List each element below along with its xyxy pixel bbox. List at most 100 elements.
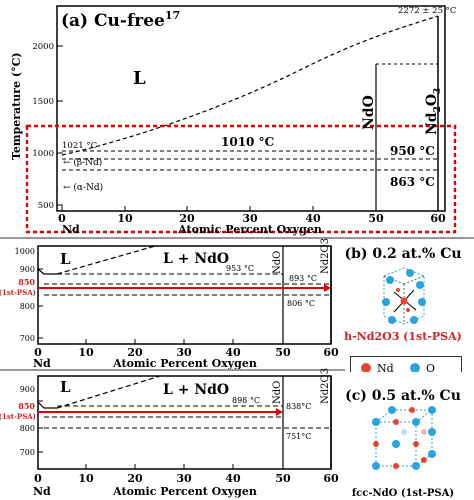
panel-b-ndo-label: NdO [272,251,283,274]
panel-a-x-tick-labels: 0 10 20 30 40 50 60 [58,212,446,225]
panel-a-y-ticks [57,45,63,206]
o-atom-icon [410,363,420,373]
separator-b-c [0,369,345,371]
x-tick-label: 40 [225,472,241,485]
panel-b-crystal-label: h-Nd2O3 (1st-PSA) [344,330,462,343]
x-tick-label: 0 [34,472,42,485]
x-tick-label: 10 [78,472,94,485]
panel-a-plot-frame [56,5,446,212]
panel-a-phase-diagram: (a) Cu-free17 2272 ± 25 °C L Temperature… [10,5,457,236]
panel-c-x-tick-labels: 0 10 20 30 40 50 60 [34,472,339,485]
panel-b-phase-diagram: L L + NdO 1000 900 800 700 850 (1st-PSA)… [0,238,462,370]
panel-c-nd2o3-label: Nd2O3 [320,368,331,404]
x-tick-label: 50 [275,472,291,485]
panel-b-temp-806: 806 °C [287,299,315,308]
separator-a-b [0,237,474,239]
panel-b-nd2o3-label: Nd2O3 [320,238,331,274]
panel-a-beta-nd: ← (β-Nd) [63,157,102,168]
panel-b-liquidus-curve [56,245,156,275]
panel-a-x-start: Nd [62,223,80,236]
y-tick-label: 700 [20,448,35,457]
panel-b-ticks [38,268,284,344]
panel-c-temp-838: 838°C [286,402,311,411]
x-tick-label: 20 [127,346,143,359]
x-tick-label: 30 [176,472,192,485]
panel-b-temp-953: 953 °C [226,264,254,273]
panel-a-y-tick-labels: 2000 1500 1000 500 [32,42,54,211]
x-tick-label: 20 [127,472,143,485]
x-tick-label: 50 [275,346,291,359]
x-tick-label: 10 [117,212,133,225]
panel-a-temp-950: 950 °C [390,144,435,158]
panel-b-region-l: L [60,250,71,268]
panel-b-crystal-structure-icon [382,267,426,325]
panel-c-region-l-ndo: L + NdO [163,382,229,398]
panel-b-x-start: Nd [33,357,51,370]
y-tick-label: 800 [20,424,35,433]
panel-a-temp-1010: 1010 °C [221,135,274,149]
panel-c-psa-arrowhead [276,408,283,416]
panel-a-temp-1021: 1021 °C [62,141,97,151]
y-tick-label: 700 [20,334,35,343]
element-legend-svg: Nd O [361,362,435,375]
panel-c-temp-751: 751°C [286,432,311,441]
panel-a-alpha-nd: ← (α-Nd) [63,182,103,193]
panel-c-phase-diagram: L L + NdO 900 800 700 850 (1st-PSA) 0 10… [0,368,461,499]
y-tick-label: 1000 [15,247,35,256]
y-tick-label: 900 [20,385,35,394]
panel-a-title: (a) Cu-free17 [61,9,180,31]
panel-c-liquidus-left [37,401,57,409]
x-tick-label: 0 [58,212,66,225]
panel-a-highlight-box [25,124,457,234]
y-tick-label: 900 [20,265,35,274]
panel-c-temp-898: 898 °C [232,396,260,405]
panel-b-psa-value: 850 [18,277,35,287]
panel-b-psa-arrowhead [324,284,331,292]
panel-c-x-start: Nd [33,485,51,498]
panel-a-ylabel: Temperature (°C) [10,52,23,160]
panel-c-crystal-structure-icon [372,406,436,470]
y-tick-label: 1500 [32,97,54,107]
x-tick-label: 40 [225,346,241,359]
x-tick-label: 40 [305,212,321,225]
y-tick-label: 1000 [32,149,54,159]
panel-b-y-tick-labels: 1000 900 800 700 [15,247,35,343]
x-tick-label: 10 [78,346,94,359]
panel-b-region-l-ndo: L + NdO [163,251,229,267]
panel-c-psa-label: (1st-PSA) [0,412,36,421]
panel-a-top-temp: 2272 ± 25 °C [398,6,456,16]
x-tick-label: 60 [430,212,446,225]
panel-b-psa-label: (1st-PSA) [0,288,36,297]
panel-b-liquidus-left [37,268,57,275]
panel-c-crystal-label: fcc-NdO (1st-PSA) [352,488,454,499]
legend-o-label: O [426,362,435,375]
x-tick-label: 30 [242,212,258,225]
panel-b-cu-label: (b) 0.2 at.% Cu [344,246,461,262]
x-tick-label: 0 [34,346,42,359]
panel-b-0-2-cu: L L + NdO 1000 900 800 700 850 (1st-PSA)… [0,238,474,370]
panel-b-xlabel: Atomic Percent Oxygen [112,357,257,370]
panel-a-region-l: L [133,68,146,89]
y-tick-label: 500 [38,201,54,211]
panel-c-region-l: L [60,378,71,396]
panel-a-xlabel: Atomic Percent Oxygen [177,223,322,236]
panel-b-temp-893: 893 °C [289,274,317,283]
x-tick-label: 60 [323,346,339,359]
nd-atom-icon [361,363,371,373]
panel-c-ndo-label: NdO [272,381,283,404]
legend-nd-label: Nd [377,362,394,375]
panel-a-temp-863: 863 °C [390,175,435,189]
panel-c-0-5-cu: L L + NdO 900 800 700 850 (1st-PSA) 0 10… [0,368,474,500]
panel-c-ticks [38,400,284,469]
y-tick-label: 2000 [32,42,54,52]
x-tick-label: 60 [323,472,339,485]
panel-c-y-tick-labels: 900 800 700 [20,385,35,457]
panel-a-ndo-label: NdO [361,95,377,130]
panel-a-liquidus-curve [61,15,439,156]
panel-c-xlabel: Atomic Percent Oxygen [112,485,257,498]
panel-b-x-tick-labels: 0 10 20 30 40 50 60 [34,346,339,359]
panel-c-liquidus-curve [56,375,161,409]
x-tick-label: 30 [176,346,192,359]
panel-a-nd2o3-label: Nd2O3 [424,88,443,135]
panel-c-cu-label: (c) 0.5 at.% Cu [345,388,461,404]
